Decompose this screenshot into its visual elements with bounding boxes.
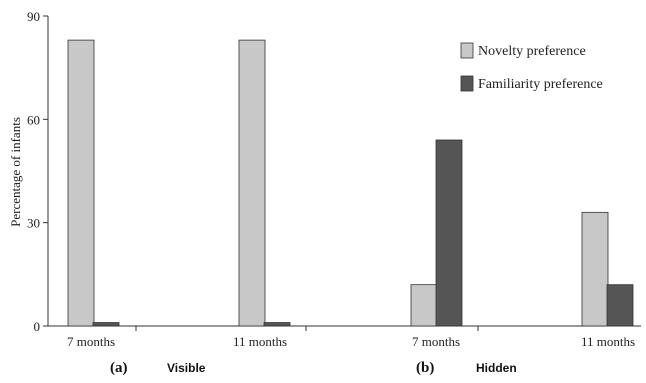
legend: Novelty preference Familiarity preferenc… [460, 42, 603, 92]
x-tick-label: 11 months [233, 334, 287, 349]
legend-label-familiarity: Familiarity preference [478, 77, 603, 92]
x-tick-label: 7 months [67, 334, 115, 349]
bar-novelty-3 [581, 211, 609, 327]
bar-familiarity-3 [606, 284, 634, 327]
y-tick-label: 60 [27, 112, 40, 127]
x-ticks: 7 months 11 months 7 months 11 months [67, 326, 635, 349]
y-axis-label: Percentage of infants [8, 117, 23, 227]
bar-novelty-0 [67, 39, 95, 327]
panel-b-letter: (b) [416, 360, 434, 376]
bar-novelty-2 [410, 284, 438, 327]
legend-label-novelty: Novelty preference [478, 44, 586, 59]
legend-swatch-familiarity [460, 75, 474, 92]
y-tick-label: 0 [34, 319, 41, 334]
panel-a-letter: (a) [110, 360, 128, 376]
y-ticks: 0 30 60 90 [27, 9, 48, 334]
x-tick-label: 11 months [581, 334, 635, 349]
bar-familiarity-1 [263, 322, 291, 327]
y-tick-label: 90 [27, 9, 40, 24]
x-tick-label: 7 months [412, 334, 460, 349]
y-tick-label: 30 [27, 216, 40, 231]
panel-b-name: Hidden [476, 361, 517, 375]
legend-swatch-novelty [460, 42, 474, 59]
bars [67, 39, 634, 327]
bar-familiarity-0 [92, 322, 120, 327]
panel-a-name: Visible [167, 361, 206, 375]
bar-novelty-1 [238, 39, 266, 327]
bar-familiarity-2 [435, 139, 463, 327]
